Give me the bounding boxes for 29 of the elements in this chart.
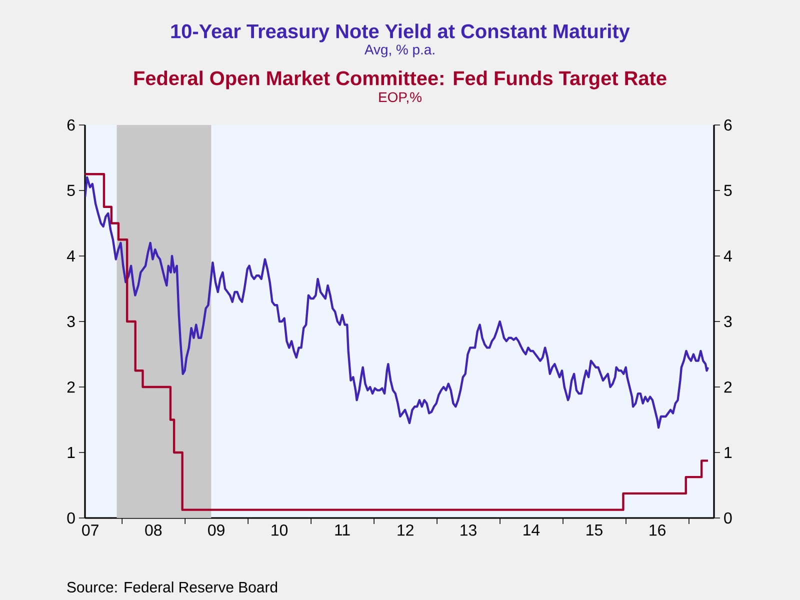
x-tick-label: 10 xyxy=(272,524,288,536)
x-tick-label: 13 xyxy=(460,524,476,536)
y-axis-title: Avg, % p.a. xyxy=(364,44,434,58)
x-tick-label: 08 xyxy=(145,524,162,536)
y2-tick-label: 6 xyxy=(724,119,732,131)
y-tick-label: 3 xyxy=(67,316,75,328)
y2-tick-label: 4 xyxy=(724,250,732,262)
y2-tick-label: 2 xyxy=(724,381,732,393)
y-tick-label: 6 xyxy=(67,119,75,131)
y-tick-label: 4 xyxy=(66,250,76,262)
y2-axis-title: EOP,% xyxy=(379,92,422,104)
x-tick-label: 07 xyxy=(82,524,98,536)
y2-tick-label: 1 xyxy=(724,447,732,458)
y-tick-label: 2 xyxy=(67,381,75,393)
y-tick-label: 1 xyxy=(68,447,75,458)
x-tick-label: 09 xyxy=(208,524,224,536)
y2-tick-label: 5 xyxy=(724,184,732,196)
y2-tick-label: 0 xyxy=(724,512,732,524)
source-note: Source: Federal Reserve Board xyxy=(67,582,278,592)
y-tick-label: 5 xyxy=(67,184,75,196)
text: Federal Open Market Committee: Fed Funds Target Rate xyxy=(134,70,666,90)
y-tick-label: 0 xyxy=(67,512,75,524)
x-tick-label: 11 xyxy=(335,524,350,536)
x-tick-label: 14 xyxy=(524,524,540,536)
x-tick-label: 12 xyxy=(398,524,414,536)
y2-tick-label: 3 xyxy=(724,316,732,328)
x-tick-label: 15 xyxy=(586,524,602,536)
x-tick-label: 16 xyxy=(650,524,666,536)
text: 10-Year Treasury Note Yield at Constant Maturity xyxy=(171,24,630,42)
